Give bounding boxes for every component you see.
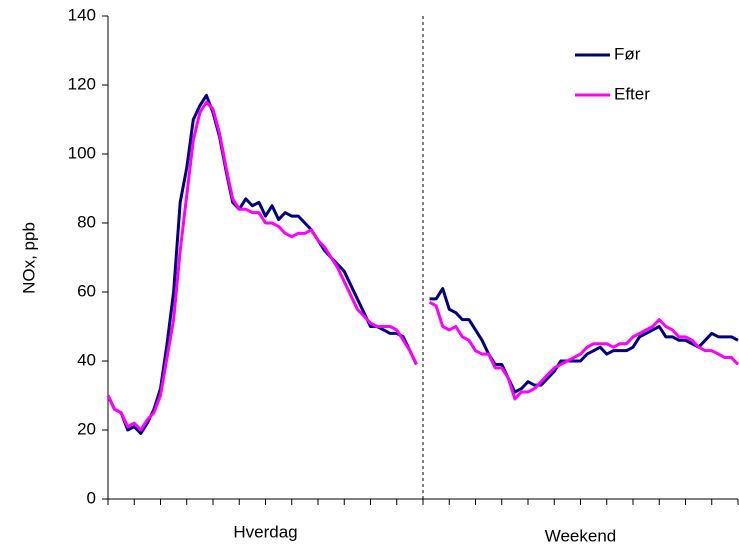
x-group-label: Hverdag [233, 522, 297, 541]
y-tick-label: 100 [68, 143, 96, 162]
y-tick-label: 40 [77, 350, 96, 369]
y-tick-label: 140 [68, 5, 96, 24]
line-series [106, 93, 739, 435]
y-tick-label: 80 [77, 212, 96, 231]
y-tick-label: 0 [87, 488, 96, 507]
y-axis-label: NOx, ppb [19, 222, 38, 294]
legend-label: Før [614, 44, 641, 63]
y-tick-label: 60 [77, 281, 96, 300]
line-series [106, 100, 739, 432]
y-tick-label: 120 [68, 74, 96, 93]
x-group-label: Weekend [545, 526, 617, 545]
y-tick-label: 20 [77, 419, 96, 438]
legend-label: Efter [614, 84, 650, 103]
